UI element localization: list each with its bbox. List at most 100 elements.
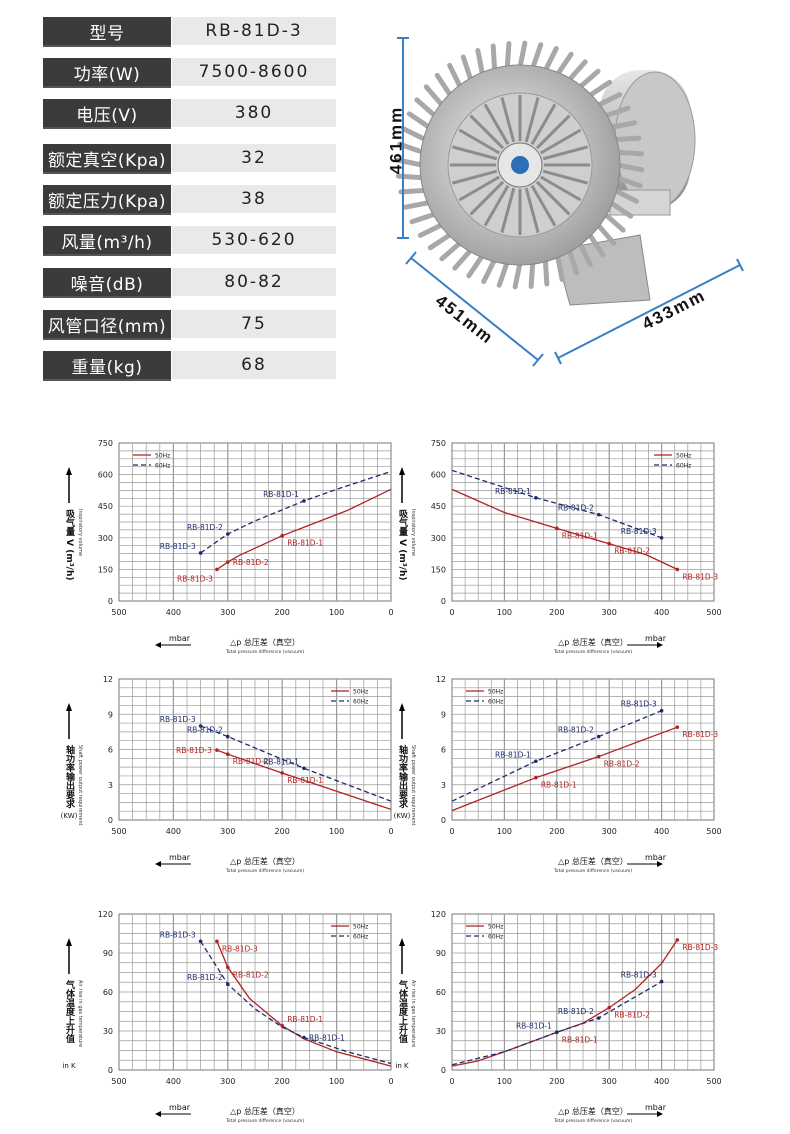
y-tick-label: 300 xyxy=(98,534,113,543)
data-point xyxy=(659,708,664,713)
impeller-spoke xyxy=(458,128,500,155)
y-tick-label: 60 xyxy=(103,988,113,997)
y-tick-label: 0 xyxy=(108,1066,113,1075)
y-axis-title-en: Inspiratory volume xyxy=(77,509,83,556)
legend-label: 60Hz xyxy=(488,699,503,706)
y-axis-title-en: Air rise in gas temperature xyxy=(77,980,83,1047)
x-axis-arrow-head xyxy=(155,642,161,648)
x-tick-label: 0 xyxy=(449,1077,454,1086)
data-point xyxy=(226,734,230,739)
y-tick-label: 150 xyxy=(431,565,446,574)
data-point xyxy=(675,938,680,942)
chart-6: 0 30 60 90 120 0 100 200 300 400 500 气体温度上升值 Air ris… xyxy=(395,910,721,1124)
data-label: RB-81D-3 xyxy=(176,746,212,755)
data-label: RB-81D-3 xyxy=(160,715,196,724)
impeller-spoke xyxy=(500,96,516,143)
x-axis-title-en: Total pressure difference (vacuum) xyxy=(553,868,633,874)
data-point xyxy=(534,759,538,764)
data-label: RB-81D-2 xyxy=(614,547,650,556)
data-label: RB-81D-1 xyxy=(562,531,598,540)
data-point xyxy=(215,567,219,572)
spec-value: 7500-8600 xyxy=(172,58,336,86)
data-point xyxy=(198,939,203,944)
chart-5: 0 30 60 90 120 500 400 300 200 100 0 气体温度上升值 Air ris… xyxy=(62,910,393,1124)
cooling-fin xyxy=(460,54,474,83)
data-point xyxy=(555,1030,559,1035)
data-point xyxy=(226,982,230,986)
y-tick-label: 6 xyxy=(108,746,113,755)
x-tick-label: 100 xyxy=(329,827,344,836)
legend-label: 60Hz xyxy=(155,463,170,470)
spec-label: 风管口径(mm) xyxy=(43,310,171,338)
y-tick-label: 0 xyxy=(108,816,113,825)
y-tick-label: 450 xyxy=(431,502,446,511)
y-axis-arrow-head xyxy=(399,703,405,711)
data-point xyxy=(607,1005,611,1010)
y-tick-label: 600 xyxy=(431,471,446,480)
x-axis-unit: mbar xyxy=(169,853,191,862)
series-line-60Hz xyxy=(451,981,662,1066)
x-axis-unit: mbar xyxy=(645,634,667,643)
legend-label: 50Hz xyxy=(353,689,368,696)
cooling-fin xyxy=(608,200,634,219)
y-tick-label: 300 xyxy=(431,534,446,543)
cooling-fin xyxy=(517,40,528,70)
cooling-fin xyxy=(466,253,485,279)
cooling-fin xyxy=(439,240,463,262)
y-tick-label: 600 xyxy=(98,471,113,480)
x-axis-arrow-head xyxy=(657,1111,663,1117)
cooling-fin xyxy=(427,231,454,251)
data-point xyxy=(596,734,601,739)
data-point xyxy=(302,499,306,503)
x-tick-label: 400 xyxy=(654,1077,669,1086)
cooling-fin xyxy=(398,187,428,195)
cooling-fin xyxy=(566,59,588,83)
impeller-spoke xyxy=(469,180,505,216)
data-label: RB-81D-3 xyxy=(222,944,258,953)
cooling-fin xyxy=(528,259,536,289)
y-axis-arrow-head xyxy=(66,467,72,475)
cooling-fin xyxy=(612,135,642,143)
blower-product-image xyxy=(395,40,696,306)
data-point xyxy=(226,752,230,756)
y-tick-label: 0 xyxy=(108,597,113,606)
y-tick-label: 30 xyxy=(436,1027,446,1036)
x-axis-title-en: Total pressure difference (vacuum) xyxy=(225,649,305,655)
data-point xyxy=(280,771,285,775)
data-label: RB-81D-1 xyxy=(287,539,323,548)
spec-row-pressure: 额定压力(Kpa) 38 xyxy=(43,185,336,213)
legend-label: 60Hz xyxy=(676,463,691,470)
x-tick-label: 200 xyxy=(549,1077,564,1086)
y-tick-label: 0 xyxy=(441,1066,446,1075)
data-label: RB-81D-2 xyxy=(558,1007,594,1016)
x-tick-label: 200 xyxy=(275,827,290,836)
spec-label: 电压(V) xyxy=(43,99,171,127)
x-axis-arrow-head xyxy=(657,861,663,867)
data-point xyxy=(198,551,203,555)
legend-label: 50Hz xyxy=(353,924,368,931)
y-axis-title: 吸气量 V (m³/h) xyxy=(397,509,409,581)
cooling-fin xyxy=(608,120,637,130)
spec-value: 68 xyxy=(172,351,336,379)
impeller-spoke xyxy=(451,145,498,161)
x-tick-label: 100 xyxy=(329,1077,344,1086)
legend-label: 50Hz xyxy=(488,924,503,931)
x-tick-label: 0 xyxy=(388,1077,393,1086)
x-tick-label: 300 xyxy=(220,1077,235,1086)
spec-value: 380 xyxy=(172,99,336,127)
data-label: RB-81D-1 xyxy=(309,1034,345,1043)
x-tick-label: 500 xyxy=(706,827,721,836)
x-axis-arrow-head xyxy=(657,642,663,648)
cooling-fin xyxy=(490,43,498,73)
data-label: RB-81D-1 xyxy=(263,490,299,499)
spec-value: 32 xyxy=(172,144,336,172)
cooling-fin xyxy=(452,247,474,271)
y-axis-title-en: Air rise in gas temperature xyxy=(410,980,416,1047)
cooling-fin xyxy=(614,175,643,189)
impeller-spoke xyxy=(458,175,500,202)
impeller-spoke xyxy=(530,185,557,227)
y-tick-label: 9 xyxy=(108,710,113,719)
data-point xyxy=(675,725,680,729)
data-point xyxy=(534,775,538,780)
x-axis-title: △p 总压差（真空） xyxy=(558,856,628,866)
